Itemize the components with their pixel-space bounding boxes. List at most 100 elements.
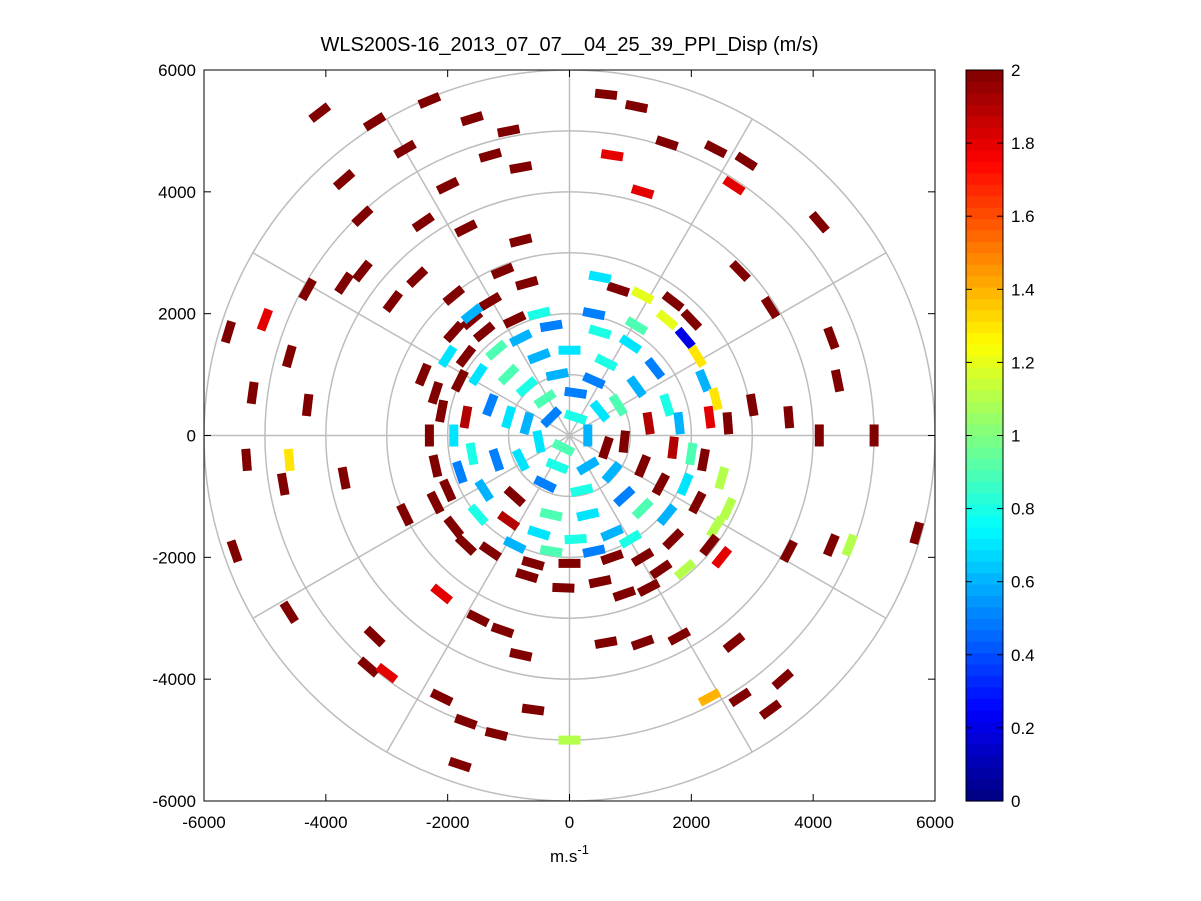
- data-point: [642, 411, 655, 435]
- data-point: [256, 307, 273, 332]
- data-point: [226, 539, 243, 564]
- data-point: [779, 539, 798, 564]
- y-tick-label: 0: [187, 427, 196, 446]
- data-point: [466, 609, 490, 628]
- data-point: [656, 503, 678, 527]
- data-point: [437, 344, 458, 369]
- data-point: [783, 405, 795, 429]
- data-point: [503, 485, 526, 508]
- colorbar-swatch: [966, 195, 1003, 208]
- data-point: [443, 320, 465, 344]
- colorbar-swatch: [966, 287, 1003, 300]
- data-point: [452, 460, 468, 485]
- data-point: [758, 699, 782, 720]
- data-point: [460, 303, 484, 325]
- data-point: [532, 429, 546, 454]
- colorbar-swatch: [966, 766, 1003, 779]
- colorbar-swatch: [966, 458, 1003, 471]
- data-point: [703, 140, 728, 159]
- colorbar-swatch: [966, 172, 1003, 185]
- x-tick-labels: -6000 -4000 -2000 0 2000 4000 6000: [182, 813, 954, 832]
- colorbar-swatch: [966, 252, 1003, 265]
- colorbar-swatch: [966, 583, 1003, 597]
- data-point: [276, 472, 290, 496]
- colorbar-swatch: [966, 561, 1003, 574]
- data-point: [502, 311, 527, 329]
- data-point: [651, 472, 671, 496]
- colorbar-swatch: [966, 229, 1003, 242]
- colorbar-swatch: [966, 446, 1003, 459]
- data-point: [301, 393, 314, 417]
- data-point: [600, 149, 624, 162]
- data-point: [508, 233, 533, 248]
- colorbar-swatch: [966, 526, 1003, 539]
- data-point: [869, 424, 879, 447]
- colorbar-swatch: [966, 321, 1003, 334]
- data-point: [551, 438, 576, 457]
- colorbar-swatch: [966, 264, 1003, 277]
- data-point: [659, 393, 675, 417]
- polar-spoke: [569, 434, 887, 619]
- data-point: [424, 424, 434, 447]
- colorbar-swatch: [966, 469, 1003, 482]
- colorbar-swatch: [966, 721, 1003, 734]
- data-point: [618, 430, 630, 454]
- data-point: [600, 549, 624, 566]
- colorbar-swatch: [966, 184, 1003, 197]
- data-point: [722, 175, 746, 196]
- x-tick-label: 6000: [916, 813, 954, 832]
- data-point: [382, 289, 404, 313]
- data-point: [332, 168, 356, 191]
- colorbar-swatch: [966, 389, 1003, 402]
- data-point: [450, 368, 469, 393]
- data-point: [706, 515, 726, 539]
- data-point: [703, 405, 716, 429]
- colorbar-swatch: [966, 572, 1003, 585]
- colorbar-ticks: 0 0.2 0.4 0.6 0.8 1 1.2 1.4 1.6 1.8 2: [966, 61, 1035, 811]
- y-tick-labels: 6000 4000 2000 0 -2000 -4000 -6000: [153, 61, 196, 811]
- colorbar-tick-label: 1.8: [1011, 134, 1035, 153]
- data-point: [719, 496, 737, 521]
- x-axis-label: m.s-1: [550, 842, 589, 866]
- data-point: [612, 586, 637, 602]
- colorbar-tick-label: 2: [1011, 61, 1020, 80]
- x-tick-label: 4000: [794, 813, 832, 832]
- data-point: [442, 284, 466, 306]
- colorbar-swatch: [966, 366, 1003, 379]
- data-point: [588, 324, 612, 340]
- data-point: [545, 457, 570, 475]
- data-point: [509, 648, 533, 662]
- data-point: [449, 424, 459, 447]
- colorbar-swatch: [966, 481, 1003, 494]
- data-point: [478, 541, 502, 562]
- data-point: [630, 547, 655, 567]
- data-point: [594, 636, 618, 649]
- data-point: [485, 339, 508, 361]
- data-point: [558, 345, 581, 355]
- data-point: [515, 568, 539, 584]
- data-point: [334, 271, 354, 295]
- data-point: [484, 727, 509, 742]
- data-point: [608, 393, 628, 417]
- data-point: [624, 99, 649, 114]
- colorbar-tick-label: 1.2: [1011, 353, 1035, 372]
- data-point: [552, 582, 575, 593]
- polar-spoke: [568, 435, 753, 753]
- colorbar-tick-label: 0.4: [1011, 646, 1035, 665]
- data-point: [396, 502, 414, 527]
- data-point: [558, 735, 581, 745]
- data-point: [426, 490, 445, 515]
- data-point: [667, 436, 679, 460]
- data-point: [509, 161, 533, 174]
- data-point: [357, 656, 380, 678]
- data-point: [673, 411, 685, 435]
- data-point: [281, 344, 297, 369]
- data-point: [533, 389, 557, 409]
- x-tick-label: 2000: [672, 813, 710, 832]
- data-point: [674, 326, 696, 350]
- colorbar-swatch: [966, 70, 1003, 83]
- data-points: [220, 88, 925, 773]
- data-point: [822, 533, 840, 558]
- data-point: [558, 558, 581, 568]
- data-point: [439, 478, 457, 503]
